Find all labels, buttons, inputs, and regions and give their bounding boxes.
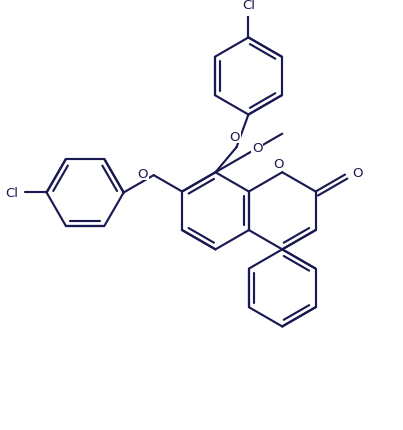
Text: O: O [273, 158, 284, 171]
Text: O: O [352, 167, 363, 180]
Text: O: O [229, 131, 240, 144]
Text: O: O [252, 141, 263, 154]
Text: O: O [138, 167, 148, 180]
Text: Cl: Cl [242, 0, 255, 12]
Text: Cl: Cl [5, 187, 19, 200]
